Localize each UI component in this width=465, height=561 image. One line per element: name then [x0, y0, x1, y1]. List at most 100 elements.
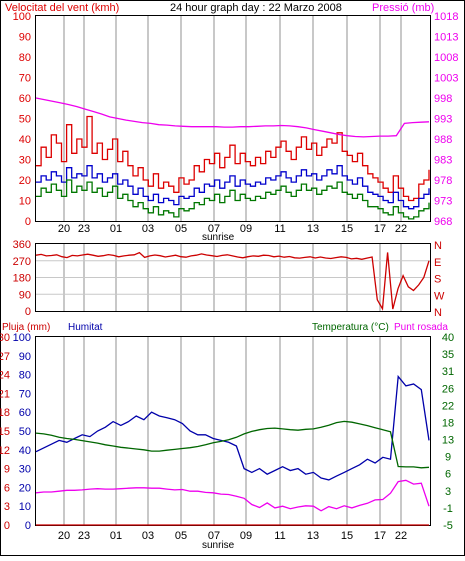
temperature-y-tick-label: 26 [442, 383, 454, 395]
humidity-y-tick-label: 0 [25, 520, 31, 532]
rain-y-tick-label: 12 [0, 445, 10, 457]
temperature-y-tick-label: 9 [445, 452, 451, 464]
humidity-y-tick-label: 10 [19, 501, 31, 513]
temperature-y-tick-label: 31 [442, 366, 454, 378]
x-tick-label: 09 [240, 530, 252, 542]
wind-y-tick-label: 20 [19, 175, 31, 187]
pressure-y-tick-label: 973 [434, 196, 452, 208]
x-tick-label: 17 [374, 530, 386, 542]
temperature-y-tick-label: 13 [442, 435, 454, 447]
pressure-line [35, 97, 430, 138]
wind-x-axis: 20 23 01 03 05 07 09 11 13 15 17 22 [58, 223, 407, 235]
humidity-y-tick-label: 50 [19, 426, 31, 438]
compass-tick-label: E [434, 257, 441, 269]
humidity-y-tick-label: 100 [13, 332, 31, 344]
pressure-y-tick-label: 968 [434, 216, 452, 228]
wind-mean-line [36, 165, 430, 210]
humidity-line [35, 374, 430, 481]
x-tick-label: 01 [110, 223, 122, 235]
temperature-y-tick-label: 3 [445, 486, 451, 498]
x-tick-label: 13 [307, 223, 319, 235]
wind-y-tick-label: 90 [19, 32, 31, 44]
humidity-y-tick-label: 90 [19, 351, 31, 363]
wind-sunrise-label: sunrise [202, 232, 235, 243]
x-tick-label: 07 [208, 223, 220, 235]
direction-y-tick-label: 0 [25, 306, 31, 318]
pressure-y-tick-label: 988 [434, 134, 452, 146]
humidity-y-tick-label: 20 [19, 482, 31, 494]
temperature-axis-label: Temperatura (°C) [312, 322, 389, 333]
x-tick-label: 13 [307, 530, 319, 542]
wind-y-axis-left: 0 10 20 30 40 50 60 70 80 90 100 [13, 11, 31, 228]
compass-tick-label: S [434, 274, 441, 286]
rain-y-tick-label: 24 [0, 370, 10, 382]
temperature-y-tick-label: -1 [443, 503, 453, 515]
pressure-y-tick-label: 978 [434, 175, 452, 187]
rain-y-axis: 0 3 6 9 12 15 18 21 24 27 30 [0, 332, 10, 532]
direction-y-tick-label: 360 [13, 239, 31, 251]
x-tick-label: 22 [395, 530, 407, 542]
pressure-y-tick-label: 1008 [434, 52, 458, 64]
wind-y-tick-label: 60 [19, 93, 31, 105]
direction-plot-frame [35, 243, 431, 312]
x-tick-label: 17 [374, 223, 386, 235]
rain-y-tick-label: 15 [0, 426, 10, 438]
rain-y-tick-label: 21 [0, 388, 10, 400]
temperature-y-tick-label: 6 [445, 469, 451, 481]
temperature-y-tick-label: 35 [442, 349, 454, 361]
compass-tick-label: N [434, 307, 442, 319]
wind-y-tick-label: 70 [19, 73, 31, 85]
dewpoint-axis-label: Punt rosada [394, 322, 448, 333]
rain-y-tick-label: 6 [4, 482, 10, 494]
humidity-y-tick-label: 40 [19, 445, 31, 457]
temperature-y-tick-label: 40 [442, 332, 454, 344]
x-tick-label: 23 [78, 223, 90, 235]
direction-y-tick-label: 180 [13, 273, 31, 285]
climate-sunrise-label: sunrise [202, 540, 235, 551]
pressure-y-tick-label: 983 [434, 155, 452, 167]
wind-speed-axis-label: Velocitat del vent (kmh) [5, 2, 119, 14]
x-tick-label: 23 [78, 530, 90, 542]
pressure-y-tick-label: 993 [434, 114, 452, 126]
wind-direction-line [35, 251, 430, 311]
rain-y-tick-label: 18 [0, 407, 10, 419]
direction-grid [36, 244, 430, 311]
x-tick-label: 20 [58, 530, 70, 542]
wind-y-tick-label: 30 [19, 155, 31, 167]
x-tick-label: 05 [175, 530, 187, 542]
wind-series [35, 97, 430, 220]
pressure-y-tick-label: 1013 [434, 32, 458, 44]
compass-tick-label: W [434, 290, 445, 302]
humidity-y-tick-label: 30 [19, 464, 31, 476]
wind-y-tick-label: 100 [13, 11, 31, 23]
x-tick-label: 15 [341, 223, 353, 235]
rain-y-tick-label: 0 [4, 520, 10, 532]
humidity-axis-label: Humitat [68, 322, 103, 333]
pressure-y-tick-label: 998 [434, 93, 452, 105]
x-tick-label: 15 [341, 530, 353, 542]
rain-y-tick-label: 3 [4, 501, 10, 513]
x-tick-label: 05 [175, 223, 187, 235]
humidity-y-tick-label: 70 [19, 388, 31, 400]
dewpoint-line [35, 479, 430, 512]
humidity-y-axis: 0 10 20 30 40 50 60 70 80 90 100 [13, 332, 31, 532]
x-tick-label: 09 [240, 223, 252, 235]
pressure-y-tick-label: 1003 [434, 73, 458, 85]
x-tick-label: 01 [110, 530, 122, 542]
humidity-y-tick-label: 80 [19, 370, 31, 382]
x-tick-label: 03 [142, 223, 154, 235]
wind-plot-frame [35, 15, 431, 222]
graph-title: 24 hour graph day : 22 Marzo 2008 [170, 2, 342, 14]
x-tick-label: 07 [208, 530, 220, 542]
temperature-line [35, 420, 430, 469]
direction-y-tick-label: 90 [19, 289, 31, 301]
direction-series [35, 251, 430, 311]
rain-axis-label: Pluja (mm) [2, 322, 50, 333]
x-tick-label: 22 [395, 223, 407, 235]
